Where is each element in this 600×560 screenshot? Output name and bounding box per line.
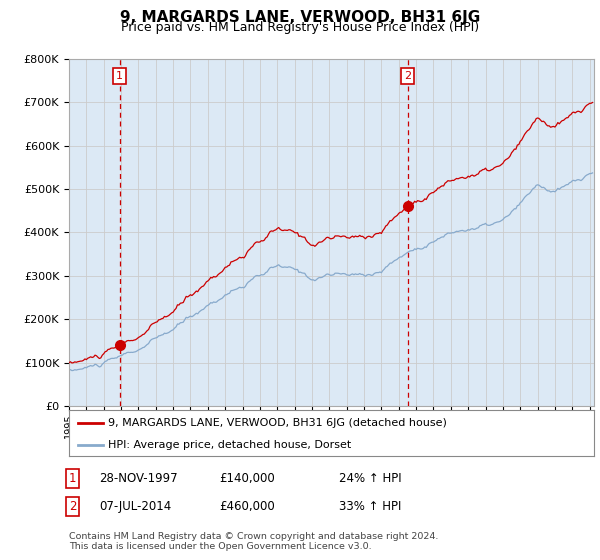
Text: HPI: Average price, detached house, Dorset: HPI: Average price, detached house, Dors… <box>109 440 352 450</box>
Text: 33% ↑ HPI: 33% ↑ HPI <box>339 500 401 514</box>
Text: 9, MARGARDS LANE, VERWOOD, BH31 6JG: 9, MARGARDS LANE, VERWOOD, BH31 6JG <box>120 10 480 25</box>
Text: 07-JUL-2014: 07-JUL-2014 <box>99 500 171 514</box>
Text: £140,000: £140,000 <box>219 472 275 486</box>
Text: 2: 2 <box>404 71 412 81</box>
Text: £460,000: £460,000 <box>219 500 275 514</box>
Text: 2: 2 <box>69 500 77 514</box>
Text: 28-NOV-1997: 28-NOV-1997 <box>99 472 178 486</box>
Text: Contains HM Land Registry data © Crown copyright and database right 2024.
This d: Contains HM Land Registry data © Crown c… <box>69 532 439 552</box>
Text: 24% ↑ HPI: 24% ↑ HPI <box>339 472 401 486</box>
Text: 9, MARGARDS LANE, VERWOOD, BH31 6JG (detached house): 9, MARGARDS LANE, VERWOOD, BH31 6JG (det… <box>109 418 447 428</box>
Text: 1: 1 <box>116 71 123 81</box>
Text: 1: 1 <box>69 472 77 486</box>
Text: Price paid vs. HM Land Registry's House Price Index (HPI): Price paid vs. HM Land Registry's House … <box>121 21 479 34</box>
